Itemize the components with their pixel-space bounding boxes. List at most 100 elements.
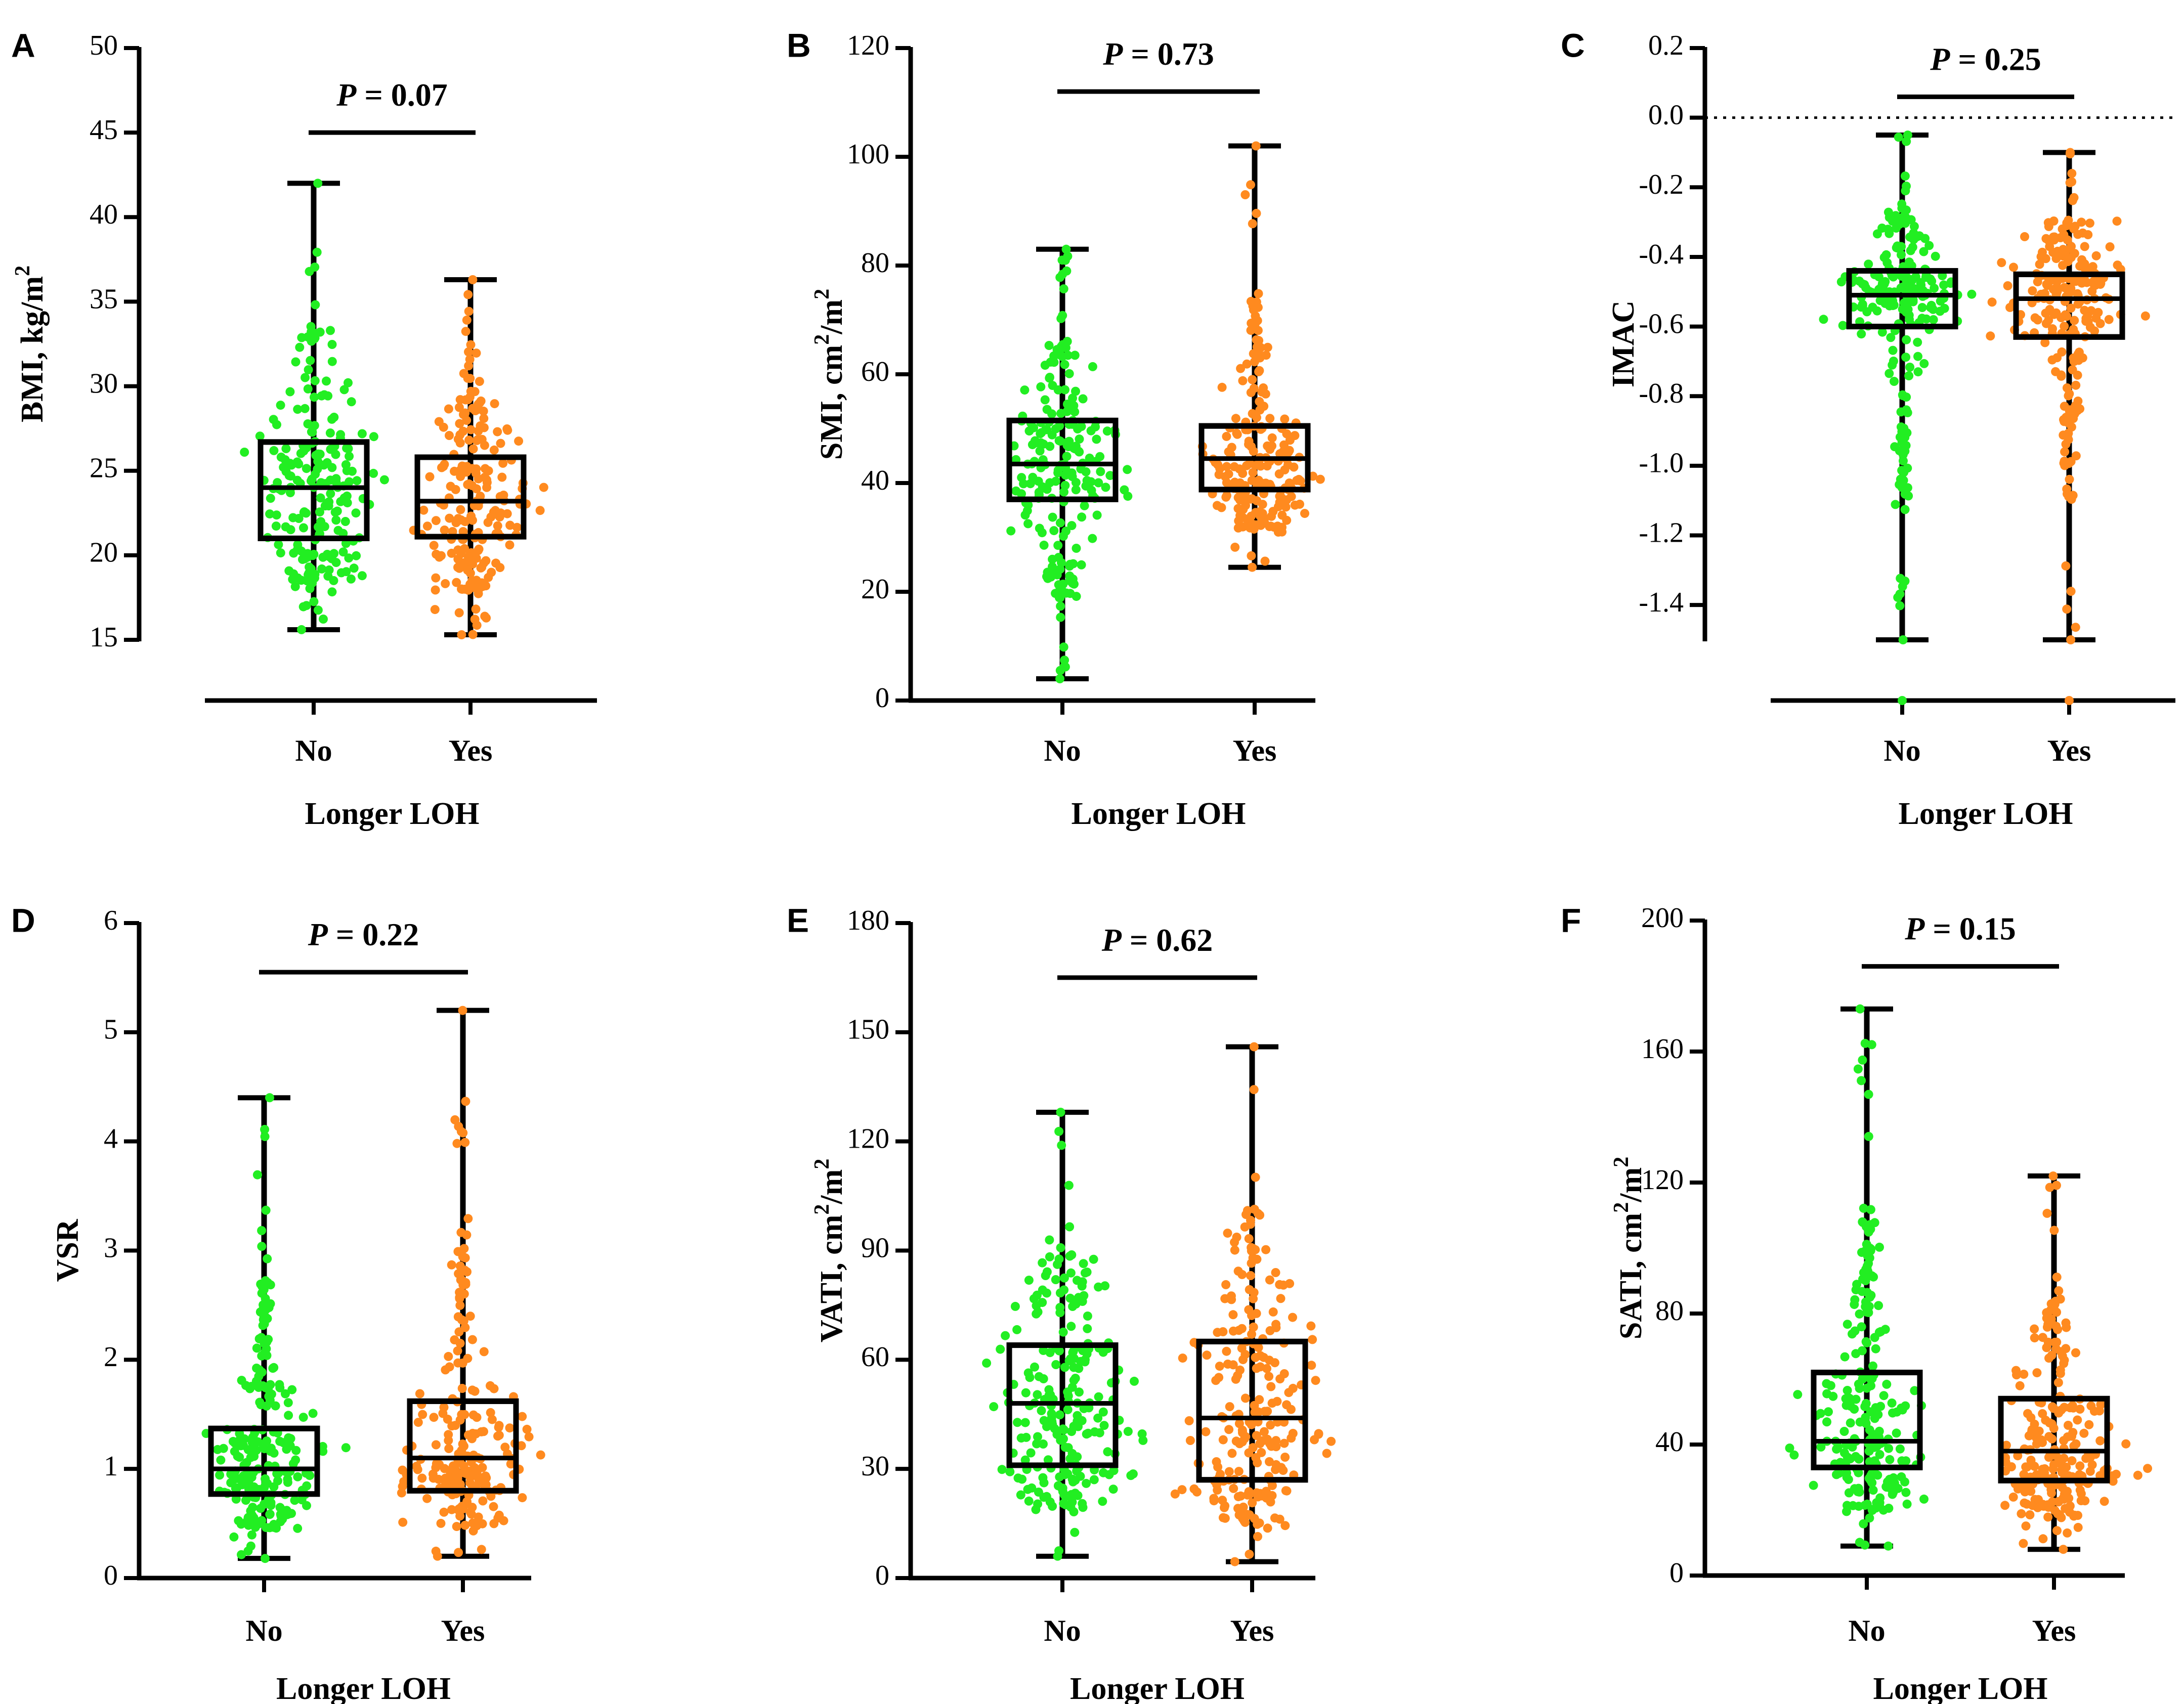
data-point [1232, 428, 1241, 438]
data-point [1033, 1307, 1043, 1317]
data-point [311, 300, 320, 310]
data-point [344, 553, 354, 563]
data-point [475, 377, 484, 386]
data-point [349, 563, 359, 573]
data-point [1936, 296, 1945, 306]
data-point [1237, 1343, 1247, 1353]
data-point [1062, 441, 1072, 450]
data-point [453, 554, 463, 564]
data-point [1867, 1040, 1876, 1050]
data-point [2011, 1366, 2021, 1375]
data-point [1234, 1326, 1244, 1335]
data-point [1822, 1417, 1831, 1427]
data-point [1252, 496, 1262, 505]
data-point [506, 1459, 516, 1469]
data-point [1306, 1321, 1316, 1331]
data-point [468, 515, 477, 525]
data-point [1253, 316, 1262, 325]
panel-letter: F [1561, 901, 1581, 939]
data-point [1250, 357, 1259, 367]
data-point [1861, 1302, 1870, 1312]
data-point [2070, 316, 2079, 325]
data-point [237, 1376, 246, 1385]
category-label-no: No [295, 734, 332, 767]
data-point [283, 1398, 293, 1408]
iqr-box-outline [1846, 268, 1958, 330]
data-point [1055, 564, 1065, 574]
data-point [1032, 1439, 1042, 1449]
data-point [1850, 1295, 1860, 1304]
data-point [2065, 1501, 2075, 1511]
data-point [1254, 367, 1263, 376]
data-point [2070, 1510, 2079, 1520]
data-point [1270, 1358, 1279, 1368]
data-point [463, 480, 473, 490]
data-point [284, 566, 294, 576]
data-point [2079, 1428, 2089, 1438]
series-no [1819, 130, 1977, 644]
data-point [1011, 486, 1021, 496]
data-point [1789, 1450, 1799, 1460]
data-point [1885, 1455, 1895, 1464]
data-point [1902, 405, 1911, 415]
p-value-label: P = 0.73 [1102, 36, 1214, 72]
data-point [452, 1522, 461, 1531]
data-point [1260, 556, 1270, 566]
data-point [1108, 1484, 1118, 1494]
data-point [1051, 1360, 1061, 1369]
data-point [315, 507, 324, 517]
data-point [2063, 1528, 2072, 1538]
data-point [470, 387, 480, 397]
data-point [996, 1344, 1005, 1354]
data-point [487, 567, 496, 577]
data-point [1094, 1392, 1103, 1402]
data-point [1255, 397, 1264, 406]
data-point [2087, 1460, 2097, 1470]
data-point [481, 556, 491, 565]
data-point [1039, 1493, 1049, 1502]
data-point [1062, 407, 1072, 416]
data-point [1252, 335, 1261, 344]
data-point [308, 1409, 318, 1418]
data-point [2035, 259, 2044, 269]
data-point [431, 1440, 441, 1450]
data-point [1859, 1519, 1868, 1528]
y-tick-label: 90 [861, 1232, 889, 1263]
data-point [344, 378, 353, 387]
data-point [1892, 1428, 1901, 1438]
data-point [325, 428, 335, 438]
data-point [2075, 404, 2085, 414]
data-point [1919, 247, 1929, 256]
data-point [1865, 1457, 1874, 1466]
data-point [444, 404, 453, 414]
data-point [310, 392, 319, 402]
data-point [2073, 370, 2082, 380]
data-point [1828, 1391, 1838, 1401]
data-point [1252, 208, 1261, 218]
series-yes [409, 275, 548, 639]
data-point [1850, 1326, 1860, 1336]
data-point [1840, 1352, 1850, 1362]
data-point [2043, 1512, 2053, 1522]
data-point [1246, 326, 1256, 335]
data-point [2042, 1343, 2051, 1352]
data-point [1089, 1475, 1099, 1484]
data-point [2059, 1436, 2069, 1446]
data-point [1047, 430, 1057, 440]
data-point [514, 436, 524, 446]
data-point [1875, 1493, 1885, 1503]
data-point [493, 521, 502, 531]
data-point [2048, 1171, 2058, 1181]
data-point [454, 467, 464, 476]
data-point [1045, 373, 1054, 382]
data-point [1078, 394, 1088, 404]
data-point [474, 400, 483, 409]
data-point [1016, 1490, 1025, 1500]
data-point [2045, 276, 2055, 285]
data-point [1259, 383, 1268, 392]
data-point [479, 414, 489, 423]
data-point [1283, 447, 1293, 456]
data-point [255, 1397, 265, 1407]
category-label-yes: Yes [449, 734, 493, 767]
data-point [1252, 1364, 1261, 1373]
